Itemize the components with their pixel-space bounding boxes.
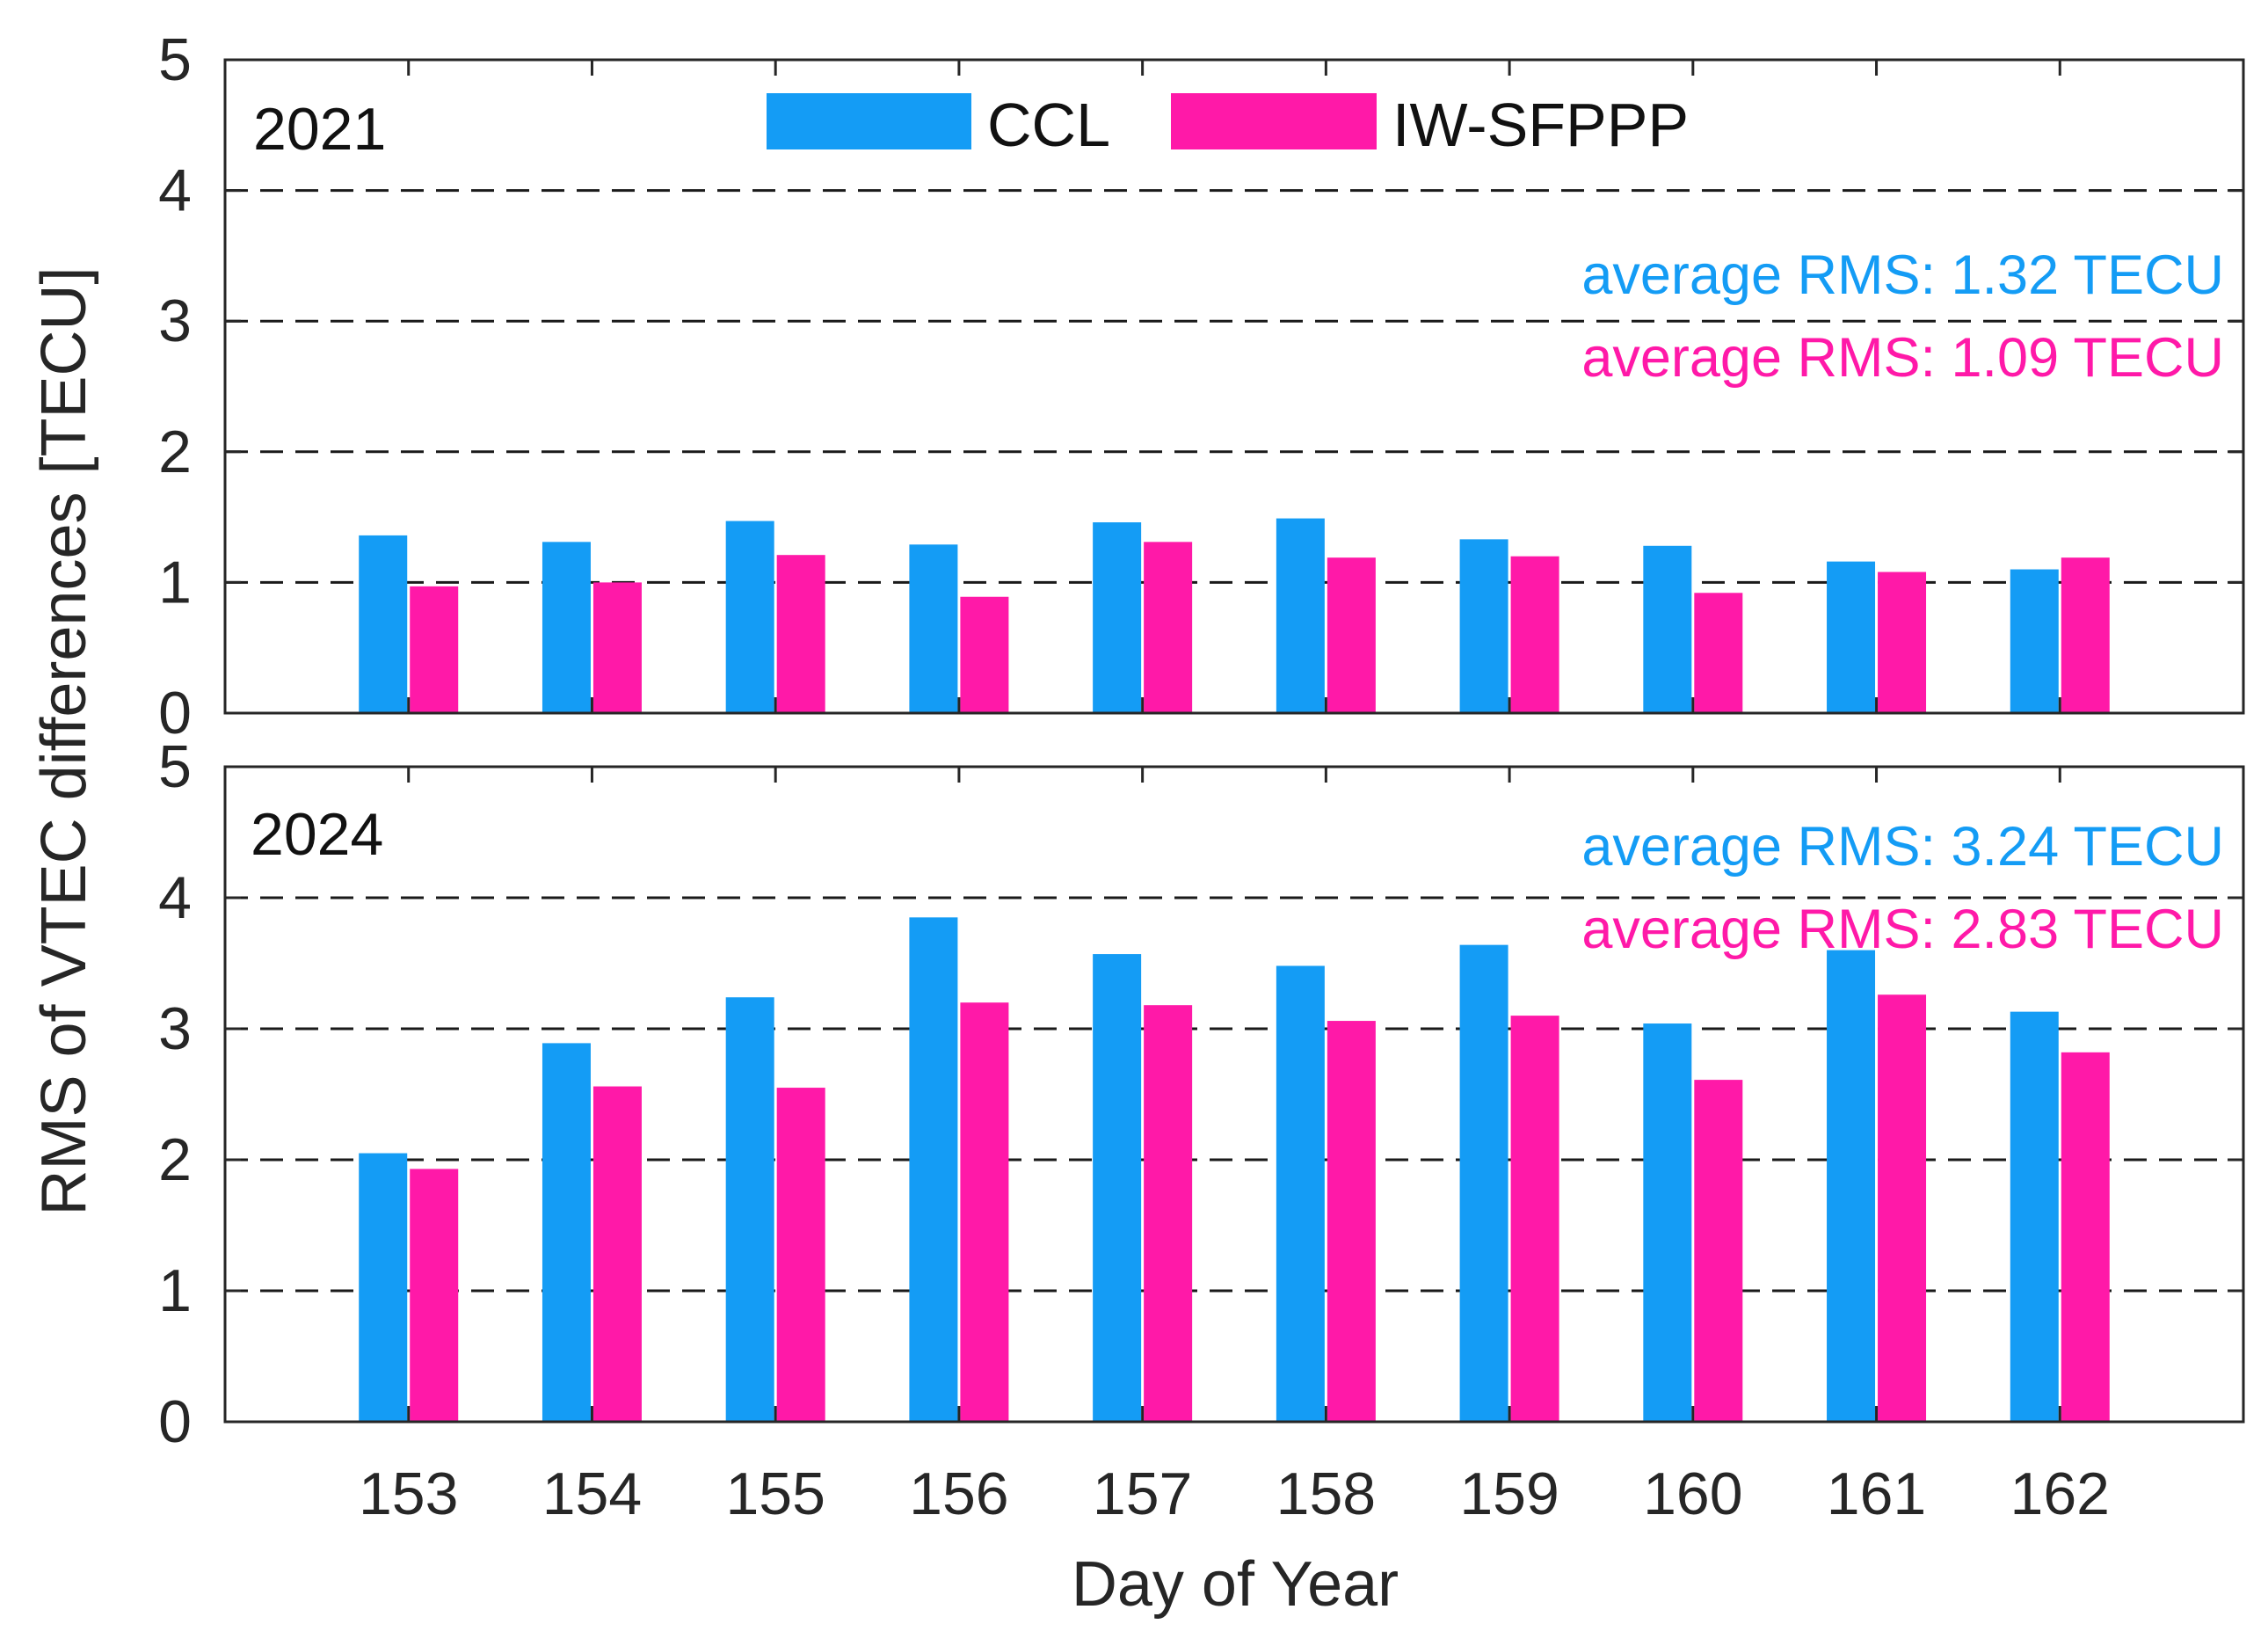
panel-2024-y-tick-label-3: 3 [158, 995, 192, 1062]
x-tick-label-153: 153 [359, 1460, 458, 1527]
panel-2024-bar-iw-sfppp-160 [1694, 1080, 1743, 1422]
panel-2024-bar-iw-sfppp-156 [960, 1002, 1009, 1422]
panel-2021-y-tick-label-5: 5 [158, 26, 192, 93]
panel-2024-bar-ccl-158 [1276, 965, 1325, 1422]
panel-2024-bar-iw-sfppp-161 [1878, 994, 1927, 1422]
x-tick-label-159: 159 [1459, 1460, 1559, 1527]
panel-2024-average-iw-sfppp: average RMS: 2.83 TECU [1581, 899, 2224, 960]
legend-label-iw-sfppp: IW-SFPPP [1392, 91, 1689, 159]
panel-2024-tick-marks [225, 765, 2243, 1424]
panel-2024-bars [359, 917, 2110, 1422]
panel-2021-bar-ccl-155 [725, 521, 774, 713]
panel-2021-bar-ccl-154 [542, 542, 591, 713]
panel-2021-frame [223, 58, 2245, 715]
panel-2024-bar-ccl-157 [1093, 954, 1142, 1422]
panel-2024-y-tick-label-1: 1 [158, 1257, 192, 1324]
legend-swatch-iw-sfppp [1171, 93, 1377, 149]
panel-2024-label: 2024 [251, 801, 383, 868]
panel-2024-bar-ccl-159 [1459, 944, 1508, 1422]
panel-2021-label: 2021 [253, 96, 386, 163]
panel-2021-bar-iw-sfppp-159 [1510, 556, 1559, 713]
panel-2024-y-tick-label-5: 5 [158, 733, 192, 800]
panel-2024-bar-iw-sfppp-155 [776, 1088, 825, 1422]
x-tick-label-155: 155 [725, 1460, 825, 1527]
panel-2024-frame [223, 765, 2245, 1424]
panel-2021-bar-iw-sfppp-153 [410, 586, 459, 713]
panel-2024-bar-ccl-156 [909, 917, 958, 1422]
x-tick-label-162: 162 [2010, 1460, 2110, 1527]
panel-2021-bar-iw-sfppp-161 [1878, 572, 1927, 713]
panel-2021: 0 1 2 3 4 5 2021 average RMS: 1.32 TECU avera… [158, 26, 2245, 747]
panel-2021-bar-ccl-156 [909, 544, 958, 713]
panel-2021-bar-ccl-158 [1276, 518, 1325, 713]
legend-swatch-ccl [767, 93, 971, 149]
panel-2021-bar-ccl-157 [1093, 522, 1142, 713]
panel-2021-bar-iw-sfppp-155 [776, 555, 825, 713]
x-tick-label-157: 157 [1093, 1460, 1192, 1527]
panel-2024-bar-iw-sfppp-162 [2061, 1052, 2110, 1422]
panel-2021-bar-ccl-162 [2010, 569, 2059, 713]
panel-2024-y-tick-label-2: 2 [158, 1126, 192, 1193]
x-tick-label-156: 156 [909, 1460, 1008, 1527]
panel-2021-bar-ccl-153 [359, 535, 408, 713]
panel-2021-y-tick-label-1: 1 [158, 549, 192, 615]
panel-2024-bar-ccl-154 [542, 1043, 591, 1422]
x-tick-label-154: 154 [542, 1460, 642, 1527]
panel-2021-bar-iw-sfppp-160 [1694, 593, 1743, 713]
panel-2024-bar-ccl-162 [2010, 1011, 2059, 1422]
panel-2024-average-ccl: average RMS: 3.24 TECU [1581, 816, 2224, 878]
panel-2024: 0 1 2 3 4 5 2024 average RMS: 3.24 TECU avera… [158, 733, 2245, 1455]
panel-2021-y-tick-labels: 0 1 2 3 4 5 [158, 26, 192, 747]
y-axis-title: RMS of VTEC differences [TECU] [29, 267, 99, 1216]
panel-2024-bar-iw-sfppp-157 [1144, 1005, 1193, 1422]
panel-2021-bar-ccl-161 [1827, 561, 1876, 713]
panel-2024-bar-iw-sfppp-159 [1510, 1016, 1559, 1422]
panel-2021-average-iw-sfppp: average RMS: 1.09 TECU [1581, 327, 2224, 389]
x-tick-labels: 153 154 155 156 157 158 159 160 161 162 [359, 1460, 2110, 1527]
x-axis-title: Day of Year [1072, 1549, 1399, 1620]
x-tick-label-160: 160 [1643, 1460, 1742, 1527]
panel-2021-tick-marks [225, 58, 2243, 715]
panel-2021-bar-iw-sfppp-162 [2061, 557, 2110, 713]
panel-2024-bar-ccl-153 [359, 1153, 408, 1422]
panel-2021-bar-ccl-160 [1643, 545, 1692, 713]
x-tick-label-161: 161 [1827, 1460, 1926, 1527]
x-tick-label-158: 158 [1276, 1460, 1376, 1527]
panel-2021-bar-iw-sfppp-158 [1327, 557, 1376, 713]
panel-2021-y-tick-label-0: 0 [158, 680, 192, 747]
panel-2021-average-ccl: average RMS: 1.32 TECU [1581, 244, 2224, 306]
panel-2024-bar-iw-sfppp-153 [410, 1169, 459, 1422]
panel-2024-bar-ccl-160 [1643, 1023, 1692, 1422]
panel-2021-bars [359, 518, 2110, 713]
panel-2024-bar-ccl-155 [725, 997, 774, 1422]
panel-2024-y-tick-labels: 0 1 2 3 4 5 [158, 733, 192, 1455]
panel-2024-bar-iw-sfppp-154 [592, 1086, 642, 1422]
legend-label-ccl: CCL [987, 91, 1110, 159]
panel-2024-bar-ccl-161 [1827, 950, 1876, 1422]
panel-2024-y-tick-label-4: 4 [158, 864, 192, 931]
panel-2021-bar-iw-sfppp-157 [1144, 542, 1193, 713]
panel-2021-bar-iw-sfppp-156 [960, 596, 1009, 713]
panel-2024-bar-iw-sfppp-158 [1327, 1021, 1376, 1422]
panel-2021-bar-ccl-159 [1459, 539, 1508, 713]
panel-2021-y-tick-label-3: 3 [158, 288, 192, 354]
panel-2024-y-tick-label-0: 0 [158, 1388, 192, 1455]
legend: CCL IW-SFPPP [767, 91, 1689, 159]
panel-2021-y-tick-label-2: 2 [158, 419, 192, 485]
panel-2021-bar-iw-sfppp-154 [592, 582, 642, 713]
panel-2021-y-tick-label-4: 4 [158, 157, 192, 224]
